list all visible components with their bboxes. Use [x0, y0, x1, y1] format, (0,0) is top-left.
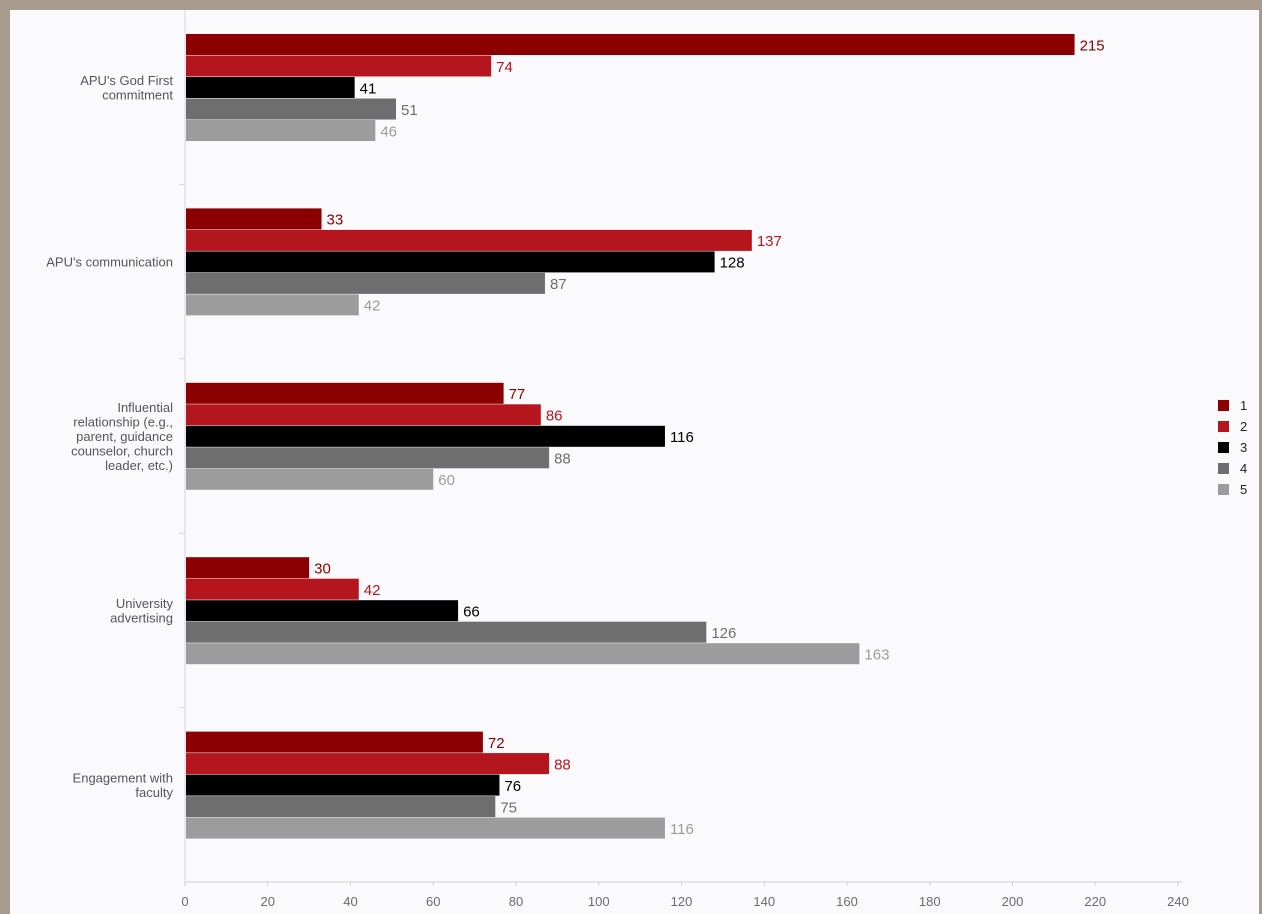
- bar: [186, 621, 707, 643]
- legend-label: 1: [1240, 398, 1247, 413]
- x-tick-label: 140: [753, 894, 775, 909]
- bar: [186, 98, 397, 120]
- x-tick-label: 160: [836, 894, 858, 909]
- category-label: parent, guidance: [76, 429, 173, 444]
- bar-value-label: 87: [550, 276, 567, 293]
- legend-label: 3: [1240, 440, 1247, 455]
- bar: [186, 208, 322, 230]
- category-label: faculty: [135, 785, 173, 800]
- category-label: relationship (e.g.,: [73, 415, 173, 430]
- bar-value-label: 86: [546, 408, 563, 425]
- bar-value-label: 88: [554, 756, 571, 773]
- bar-value-label: 75: [500, 799, 517, 816]
- x-tick-label: 120: [671, 894, 693, 909]
- bar: [186, 600, 459, 622]
- bar-value-label: 30: [314, 560, 331, 577]
- bar-value-label: 42: [364, 582, 381, 599]
- bar: [186, 796, 496, 818]
- bar-value-label: 42: [364, 298, 381, 315]
- bar: [186, 731, 483, 753]
- bar: [186, 578, 359, 600]
- bar-value-label: 128: [720, 255, 745, 272]
- x-tick-label: 200: [1002, 894, 1024, 909]
- legend-swatch: [1218, 400, 1229, 411]
- bar: [186, 294, 359, 316]
- bar-value-label: 51: [401, 102, 418, 119]
- category-label: Influential: [117, 400, 173, 415]
- bar-value-label: 126: [711, 625, 736, 642]
- x-tick-label: 20: [261, 894, 275, 909]
- bar-value-label: 77: [509, 386, 526, 403]
- x-tick-label: 100: [588, 894, 610, 909]
- x-tick-label: 60: [426, 894, 440, 909]
- category-label: advertising: [110, 611, 173, 626]
- legend-label: 4: [1240, 461, 1247, 476]
- legend-label: 2: [1240, 419, 1247, 434]
- bar-value-label: 60: [438, 472, 455, 489]
- bar: [186, 468, 434, 490]
- bar-value-label: 88: [554, 451, 571, 468]
- bar: [186, 251, 715, 273]
- bar: [186, 557, 310, 579]
- category-label: APU's God First: [80, 73, 173, 88]
- bar: [186, 77, 355, 98]
- bar: [186, 643, 860, 665]
- bar-value-label: 41: [360, 80, 377, 97]
- bar: [186, 120, 376, 141]
- bar: [186, 382, 504, 404]
- bar-value-label: 116: [670, 429, 694, 446]
- bar-value-label: 33: [327, 212, 344, 229]
- legend-label: 5: [1240, 482, 1247, 497]
- bar: [186, 404, 541, 426]
- bar: [186, 774, 500, 796]
- bar-value-label: 74: [496, 59, 513, 76]
- x-tick-label: 80: [509, 894, 523, 909]
- bar-value-label: 66: [463, 603, 480, 620]
- bar-value-label: 72: [488, 735, 505, 752]
- bar: [186, 34, 1075, 55]
- x-tick-label: 220: [1084, 894, 1106, 909]
- bar: [186, 425, 665, 447]
- legend-swatch: [1218, 463, 1229, 474]
- bar-value-label: 215: [1080, 37, 1105, 54]
- category-label: leader, etc.): [105, 458, 173, 473]
- category-label: Engagement with: [73, 771, 173, 786]
- bar: [186, 272, 545, 294]
- x-tick-label: 180: [919, 894, 941, 909]
- category-label: University: [116, 596, 174, 611]
- legend-swatch: [1218, 484, 1229, 495]
- category-label: commitment: [102, 88, 173, 103]
- legend-swatch: [1218, 421, 1229, 432]
- x-tick-label: 40: [343, 894, 357, 909]
- category-label: counselor, church: [71, 444, 173, 459]
- bar-value-label: 163: [864, 646, 889, 663]
- bar-value-label: 76: [504, 778, 521, 795]
- x-tick-label: 0: [181, 894, 188, 909]
- category-label: APU's communication: [46, 255, 173, 270]
- bar: [186, 55, 492, 77]
- bar-value-label: 137: [757, 233, 782, 250]
- bar: [186, 447, 550, 469]
- bar: [186, 753, 550, 775]
- bar-chart: 0 20 40 60 80 100 120 140 160 180 200 220 2402157441…: [46, 10, 1247, 909]
- bar-value-label: 46: [380, 123, 397, 140]
- bar-value-label: 116: [670, 821, 694, 838]
- bar: [186, 817, 665, 839]
- x-tick-label: 240: [1167, 894, 1189, 909]
- legend-swatch: [1218, 442, 1229, 453]
- chart-frame: 0 20 40 60 80 100 120 140 160 180 200 220 240 215 74 41…: [10, 10, 1259, 914]
- bar: [186, 229, 752, 251]
